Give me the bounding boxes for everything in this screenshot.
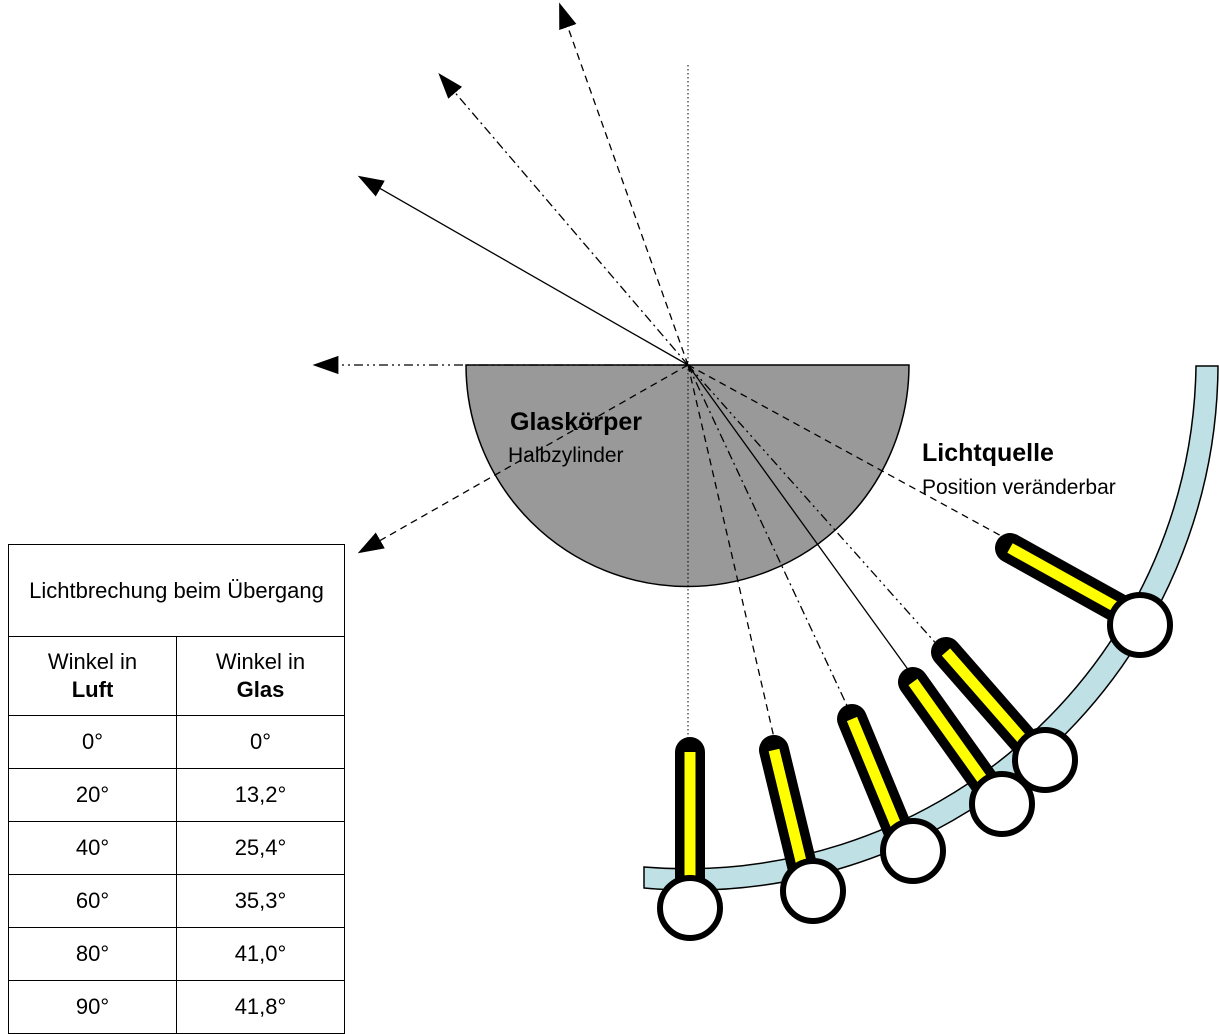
lamp-90deg[interactable] xyxy=(995,533,1173,658)
glass-angle: 35,3° xyxy=(176,874,345,928)
lamp-20deg[interactable] xyxy=(759,735,846,924)
glass-half-cylinder xyxy=(465,364,910,588)
table-row: 60° 35,3° xyxy=(8,874,345,928)
col-air-label: Winkel in xyxy=(47,649,138,674)
table-row: 0° 0° xyxy=(8,715,345,769)
glass-subtitle: Halbzylinder xyxy=(508,444,624,467)
lamp-60deg[interactable] xyxy=(898,667,1035,837)
table-row: 80° 41,0° xyxy=(8,927,345,981)
table-row: 20° 13,2° xyxy=(8,768,345,822)
col-glass-header: Winkel in Glas xyxy=(176,636,345,716)
incident-rays xyxy=(687,364,1006,743)
col-air-medium: Luft xyxy=(71,677,114,702)
glass-angle: 13,2° xyxy=(176,768,345,822)
col-glass-medium: Glas xyxy=(236,677,285,702)
air-angle: 0° xyxy=(8,715,177,769)
source-title: Lichtquelle xyxy=(922,439,1054,467)
refracted-rays xyxy=(312,2,689,554)
lamp-40deg[interactable] xyxy=(837,704,946,884)
lamp-0deg[interactable] xyxy=(657,737,723,941)
glass-angle: 0° xyxy=(176,715,345,769)
air-angle: 40° xyxy=(8,821,177,875)
lamp-80deg[interactable] xyxy=(931,637,1078,793)
table-title-text: Lichtbrechung beim Übergang xyxy=(29,577,324,603)
source-subtitle: Position veränderbar xyxy=(922,476,1116,499)
air-angle: 20° xyxy=(8,768,177,822)
glass-angle: 41,0° xyxy=(176,927,345,981)
glass-title: Glaskörper xyxy=(510,408,642,436)
refraction-table: Lichtbrechung beim Übergang Winkel in Lu… xyxy=(8,544,345,1034)
col-glass-label: Winkel in xyxy=(215,649,306,674)
glass-angle: 41,8° xyxy=(176,980,345,1034)
air-angle: 90° xyxy=(8,980,177,1034)
air-angle: 80° xyxy=(8,927,177,981)
air-angle: 60° xyxy=(8,874,177,928)
table-title: Lichtbrechung beim Übergang xyxy=(8,544,345,637)
table-row: 90° 41,8° xyxy=(8,980,345,1034)
col-air-header: Winkel in Luft xyxy=(8,636,177,716)
glass-angle: 25,4° xyxy=(176,821,345,875)
refraction-diagram: Glaskörper Halbzylinder Lichtquelle Posi… xyxy=(312,2,1219,941)
table-row: 40° 25,4° xyxy=(8,821,345,875)
